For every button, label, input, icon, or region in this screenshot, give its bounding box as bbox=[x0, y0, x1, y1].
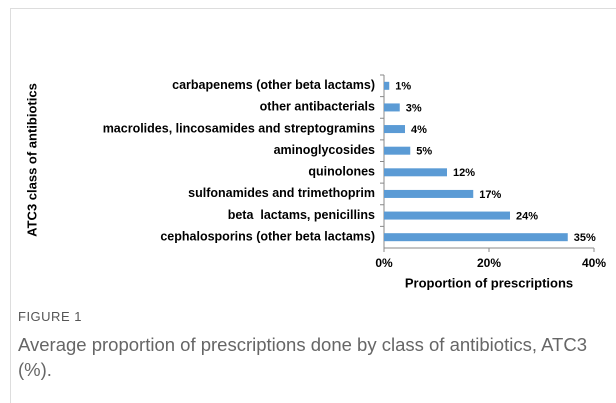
y-tick-label: cephalosporins (other beta lactams) bbox=[160, 229, 375, 243]
bar bbox=[384, 168, 447, 177]
value-label: 17% bbox=[479, 189, 501, 201]
value-label: 3% bbox=[406, 102, 422, 114]
y-tick-label: carbapenems (other beta lactams) bbox=[172, 78, 375, 92]
y-tick-label: quinolones bbox=[308, 165, 375, 179]
bar bbox=[384, 125, 405, 134]
x-tick-label: 0% bbox=[375, 256, 393, 270]
bar bbox=[384, 103, 400, 112]
y-tick-label: aminoglycosides bbox=[274, 143, 375, 157]
value-label: 12% bbox=[453, 167, 475, 179]
value-label: 1% bbox=[395, 81, 411, 93]
y-tick-label: beta lactams, penicillins bbox=[228, 208, 375, 222]
value-label: 5% bbox=[416, 146, 432, 158]
bar bbox=[384, 81, 390, 90]
value-label: 35% bbox=[574, 232, 596, 244]
bar bbox=[384, 211, 510, 220]
y-axis-title: ATC3 class of antibiotics bbox=[24, 83, 39, 237]
chart: ATC3 class of antibiotics Proportion of … bbox=[24, 74, 606, 290]
bar bbox=[384, 233, 568, 242]
bar bbox=[384, 146, 411, 155]
x-tick-label: 20% bbox=[477, 256, 501, 270]
bar bbox=[384, 189, 474, 198]
y-tick-label: other antibacterials bbox=[260, 100, 375, 114]
caption-text: Average proportion of prescriptions done… bbox=[18, 334, 588, 380]
figure-frame bbox=[10, 8, 616, 403]
value-label: 24% bbox=[516, 210, 538, 222]
y-tick-label: macrolides, lincosamides and streptogram… bbox=[103, 121, 375, 135]
caption-label: FIGURE 1 bbox=[18, 309, 82, 324]
x-tick-label: 40% bbox=[582, 256, 606, 270]
x-axis-title: Proportion of prescriptions bbox=[405, 275, 573, 290]
value-label: 4% bbox=[411, 124, 427, 136]
y-tick-label: sulfonamides and trimethoprim bbox=[188, 186, 375, 200]
